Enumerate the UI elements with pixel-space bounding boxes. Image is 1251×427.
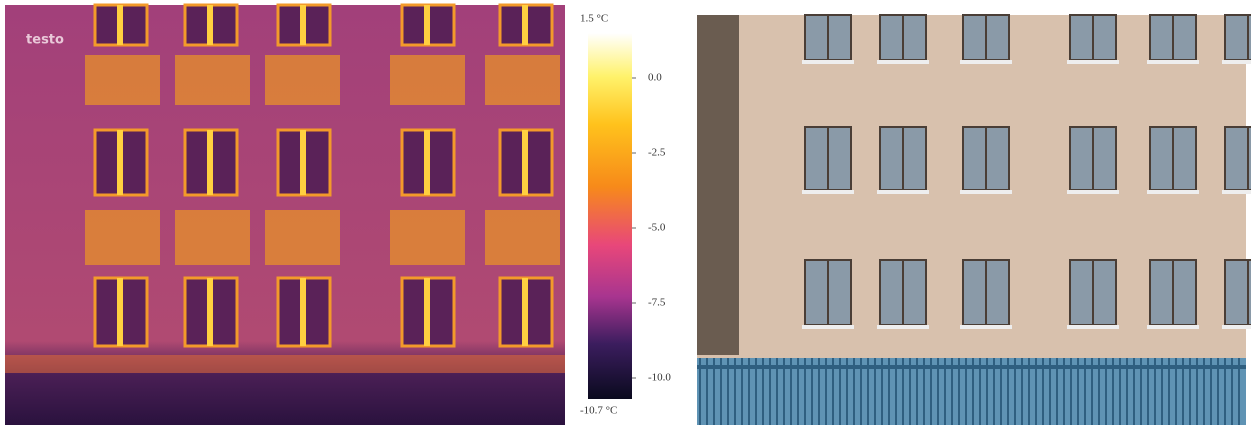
warm-band — [265, 55, 340, 105]
window-sill — [802, 60, 854, 64]
photo — [697, 15, 1251, 425]
warm-band — [390, 210, 465, 265]
window-frame — [117, 130, 123, 195]
thermal-image — [5, 5, 565, 425]
window-sill — [802, 190, 854, 194]
window-sill — [1067, 325, 1119, 329]
warm-band — [85, 55, 160, 105]
window-frame — [300, 130, 306, 195]
window-sill — [1147, 325, 1199, 329]
warm-band — [485, 55, 560, 105]
window-frame — [300, 278, 306, 346]
window-frame — [207, 278, 213, 346]
scale-max-label: 1.5 °C — [580, 13, 608, 25]
ground-warm — [5, 355, 565, 373]
window-frame — [522, 130, 528, 195]
color-scale-bar — [588, 33, 632, 399]
window-frame — [424, 278, 430, 346]
scale-tick-label: 0.0 — [648, 72, 662, 84]
window-sill — [1222, 325, 1251, 329]
window-frame — [424, 5, 430, 45]
window-sill — [1067, 190, 1119, 194]
window-frame — [117, 278, 123, 346]
window-frame — [522, 5, 528, 45]
scale-tick-label: -10.0 — [648, 372, 671, 384]
window-sill — [802, 325, 854, 329]
window-sill — [877, 190, 929, 194]
window-frame — [522, 278, 528, 346]
window-sill — [1222, 190, 1251, 194]
scale-tick-label: -7.5 — [648, 297, 666, 309]
photo-side-wall — [697, 15, 739, 355]
window-sill — [960, 60, 1012, 64]
window-frame — [424, 130, 430, 195]
warm-band — [485, 210, 560, 265]
window-sill — [877, 60, 929, 64]
logo: testo — [26, 33, 64, 48]
window-sill — [1222, 60, 1251, 64]
warm-band — [175, 210, 250, 265]
fence-rail — [697, 365, 1246, 369]
window-sill — [960, 325, 1012, 329]
window-frame — [300, 5, 306, 45]
window-frame — [207, 5, 213, 45]
window-sill — [877, 325, 929, 329]
window-sill — [1147, 60, 1199, 64]
window-frame — [117, 5, 123, 45]
window-sill — [1147, 190, 1199, 194]
window-sill — [960, 190, 1012, 194]
window-sill — [1067, 60, 1119, 64]
warm-band — [390, 55, 465, 105]
warm-band — [85, 210, 160, 265]
page: testo 1.5 °C -10.7 °C 0.0 -2.5 -5.0 -7.5 -10.0 — [0, 0, 1251, 427]
scale-min-label: -10.7 °C — [580, 405, 617, 417]
scale-tick-label: -5.0 — [648, 222, 666, 234]
window-frame — [207, 130, 213, 195]
warm-band — [175, 55, 250, 105]
scale-tick-label: -2.5 — [648, 147, 666, 159]
warm-band — [265, 210, 340, 265]
